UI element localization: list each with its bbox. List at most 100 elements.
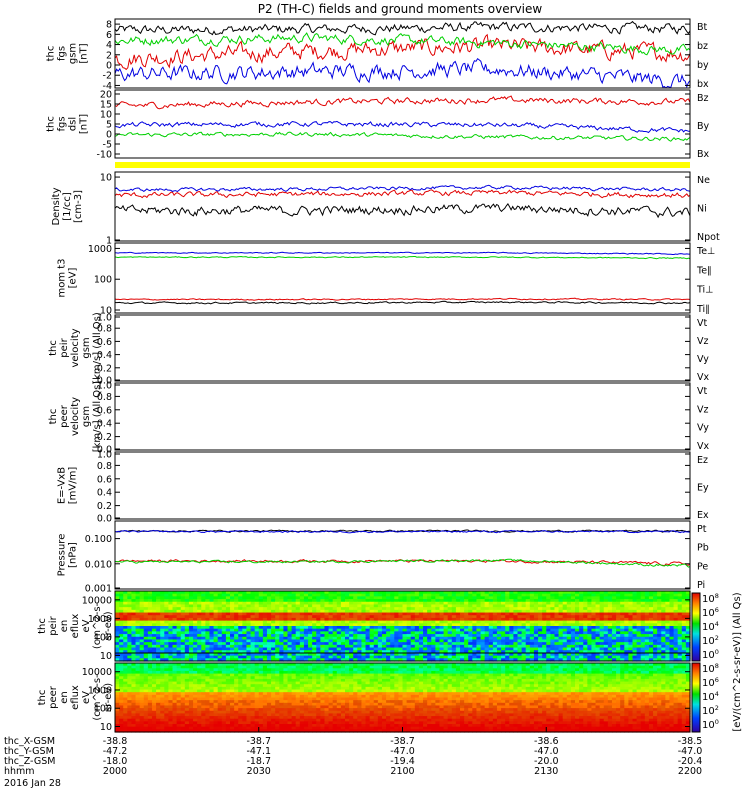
spectrogram-cell <box>525 623 531 627</box>
spectrogram-cell <box>648 601 654 606</box>
spectrogram-cell <box>345 604 350 608</box>
spectrogram-cell <box>390 642 395 646</box>
y-axis-label: thc <box>46 46 57 62</box>
spectrogram-cell <box>340 623 346 627</box>
spectrogram-cell <box>176 617 182 622</box>
spectrogram-cell <box>180 620 186 624</box>
spectrogram-cell <box>246 670 252 675</box>
spectrogram-cell <box>123 607 128 611</box>
spectrogram-cell <box>357 652 363 657</box>
spectrogram-cell <box>558 681 564 685</box>
spectrogram-cell <box>460 631 465 635</box>
spectrogram-cell <box>197 626 202 630</box>
spectrogram-cell <box>418 620 424 624</box>
spectrogram-cell <box>283 609 289 614</box>
spectrogram-cell <box>484 655 490 659</box>
spectrogram-cell <box>238 620 243 624</box>
spectrogram-cell <box>184 655 190 659</box>
spectrogram-cell <box>353 678 358 683</box>
spectrogram-cell <box>369 601 375 606</box>
spectrogram-cell <box>665 591 671 595</box>
spectrogram-cell <box>127 591 133 595</box>
spectrogram-cell <box>484 642 490 646</box>
spectrogram-cell <box>529 658 535 662</box>
spectrogram-cell <box>591 596 597 600</box>
spectrogram-cell <box>496 593 502 597</box>
spectrogram-cell <box>119 639 124 643</box>
spectrogram-cell <box>657 628 662 632</box>
spectrogram-cell <box>246 652 252 657</box>
spectrogram-cell <box>275 670 280 675</box>
spectrogram-cell <box>595 623 601 627</box>
spectrogram-cell <box>468 647 473 651</box>
spectrogram-cell <box>599 678 605 683</box>
spectrogram-cell <box>328 681 334 685</box>
spectrogram-cell <box>677 670 683 675</box>
spectrogram-cell <box>143 631 149 635</box>
spectrogram-cell <box>480 604 486 608</box>
spectrogram-cell <box>353 681 358 685</box>
legend-Pt: Pt <box>697 524 707 535</box>
spectrogram-cell <box>217 623 223 627</box>
spectrogram-cell <box>172 644 178 649</box>
spectrogram-cell <box>517 665 523 669</box>
spectrogram-cell <box>147 642 153 646</box>
spectrogram-cell <box>570 607 576 611</box>
spectrogram-cell <box>340 631 346 635</box>
spectrogram-cell <box>677 626 683 630</box>
spectrogram-cell <box>209 681 215 685</box>
spectrogram-cell <box>205 650 211 654</box>
spectrogram-cell <box>373 607 379 611</box>
spectrogram-cell <box>599 668 605 672</box>
spectrogram-cell <box>386 670 391 675</box>
spectrogram-cell <box>624 601 629 606</box>
spectrogram-cell <box>443 599 449 603</box>
spectrogram-cell <box>501 620 506 624</box>
spectrogram-cell <box>439 631 445 635</box>
spectrogram-cell <box>180 642 186 646</box>
spectrogram-cell <box>238 604 243 608</box>
spectrogram-cell <box>640 631 646 635</box>
spectrogram-cell <box>340 609 346 614</box>
spectrogram-cell <box>657 647 662 651</box>
spectrogram-cell <box>258 617 264 622</box>
spectrogram-cell <box>197 634 202 638</box>
spectrogram-cell <box>484 599 490 603</box>
spectrogram-cell <box>213 628 219 632</box>
spectrogram-cell <box>168 593 174 597</box>
spectrogram-cell <box>324 665 330 669</box>
spectrogram-cell <box>628 634 634 638</box>
spectrogram-cell <box>266 601 272 606</box>
spectrogram-cell <box>488 678 494 683</box>
spectrogram-cell <box>357 623 363 627</box>
spectrogram-cell <box>669 673 675 677</box>
spectrogram-cell <box>661 607 666 611</box>
spectrogram-cell <box>533 644 539 649</box>
spectrogram-cell <box>521 596 527 600</box>
spectrogram-cell <box>496 650 502 654</box>
spectrogram-cell <box>184 663 190 667</box>
spectrogram-cell <box>558 665 564 669</box>
spectrogram-cell <box>628 609 634 614</box>
spectrogram-cell <box>172 617 178 622</box>
spectrogram-cell <box>390 596 395 600</box>
spectrogram-cell <box>361 599 367 603</box>
spectrogram-cell <box>238 678 243 683</box>
spectrogram-cell <box>303 663 309 667</box>
spectrogram-cell <box>193 668 198 672</box>
spectrogram-cell <box>616 639 621 643</box>
y-tick-label: 1.0 <box>97 381 112 392</box>
spectrogram-cell <box>271 634 276 638</box>
spectrogram-cell <box>147 599 153 603</box>
spectrogram-cell <box>439 599 445 603</box>
spectrogram-cell <box>488 620 494 624</box>
spectrogram-cell <box>443 628 449 632</box>
spectrogram-cell <box>336 665 342 669</box>
spectrogram-cell <box>513 673 519 677</box>
spectrogram-cell <box>390 647 395 651</box>
spectrogram-cell <box>242 593 248 597</box>
spectrogram-cell <box>365 601 371 606</box>
spectrogram-cell <box>620 620 625 624</box>
spectrogram-cell <box>275 665 280 669</box>
spectrogram-cell <box>484 631 490 635</box>
